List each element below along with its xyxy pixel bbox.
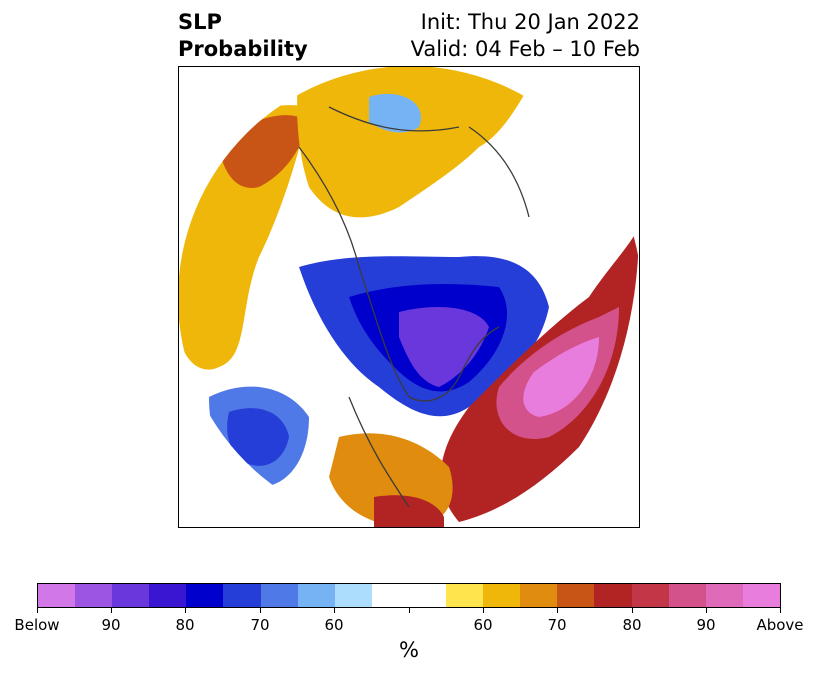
colorbar-tick <box>557 608 558 613</box>
title-right: Init: Thu 20 Jan 2022 Valid: 04 Feb – 10… <box>411 9 640 63</box>
colorbar-bin <box>334 584 372 607</box>
colorbar-bin <box>371 584 409 607</box>
above-region-us-core <box>374 495 444 527</box>
title-variable: SLP <box>178 10 222 34</box>
colorbar-tick <box>409 608 410 613</box>
colorbar-bin <box>408 584 447 607</box>
colorbar-tick <box>780 608 781 613</box>
probability-map[interactable] <box>179 67 639 527</box>
colorbar <box>37 583 781 608</box>
colorbar-bin <box>483 584 521 607</box>
colorbar-bin <box>260 584 298 607</box>
above-region-arctic <box>297 67 539 218</box>
colorbar-label-below-60: 60 <box>324 616 344 634</box>
colorbar-tick <box>632 608 633 613</box>
colorbar-tick <box>111 608 112 613</box>
colorbar-bin <box>223 584 261 607</box>
valid-range: Valid: 04 Feb – 10 Feb <box>410 37 640 61</box>
colorbar-bin <box>557 584 595 607</box>
colorbar-tick <box>483 608 484 613</box>
init-date: Init: Thu 20 Jan 2022 <box>420 10 640 34</box>
colorbar-label-below-80: 80 <box>175 616 195 634</box>
colorbar-label-above-90: 90 <box>696 616 716 634</box>
colorbar-bin <box>631 584 669 607</box>
colorbar-bin <box>446 584 484 607</box>
colorbar-label-above: Above <box>756 616 804 634</box>
colorbar-bin <box>112 584 150 607</box>
colorbar-bin <box>594 584 632 607</box>
colorbar-label-above-60: 60 <box>473 616 493 634</box>
colorbar-unit-label: % <box>399 638 419 662</box>
colorbar-label-below-70: 70 <box>250 616 270 634</box>
colorbar-tick <box>706 608 707 613</box>
colorbar-label-above-70: 70 <box>547 616 567 634</box>
colorbar-bin <box>705 584 743 607</box>
colorbar-bin <box>668 584 706 607</box>
colorbar-bin <box>75 584 113 607</box>
colorbar-bin <box>186 584 224 607</box>
colorbar-tick <box>37 608 38 613</box>
colorbar-tick <box>185 608 186 613</box>
colorbar-label-below: Below <box>14 616 60 634</box>
colorbar-bin <box>520 584 558 607</box>
below-region-arctic <box>369 93 421 133</box>
coastline <box>298 106 530 508</box>
colorbar-tick <box>260 608 261 613</box>
colorbar-label-above-80: 80 <box>622 616 642 634</box>
colorbar-bin <box>149 584 187 607</box>
colorbar-bin <box>742 584 780 607</box>
title-product: Probability <box>178 37 308 61</box>
colorbar-tick <box>334 608 335 613</box>
colorbar-bin <box>38 584 76 607</box>
below-region-canada-max <box>399 307 489 387</box>
colorbar-bin <box>297 584 335 607</box>
colorbar-label-below-90: 90 <box>101 616 121 634</box>
map-frame[interactable] <box>178 66 640 528</box>
below-region-eastpacific-core <box>227 408 289 466</box>
above-region-atlantic-max <box>523 337 599 417</box>
title-left: SLP Probability <box>178 9 308 63</box>
